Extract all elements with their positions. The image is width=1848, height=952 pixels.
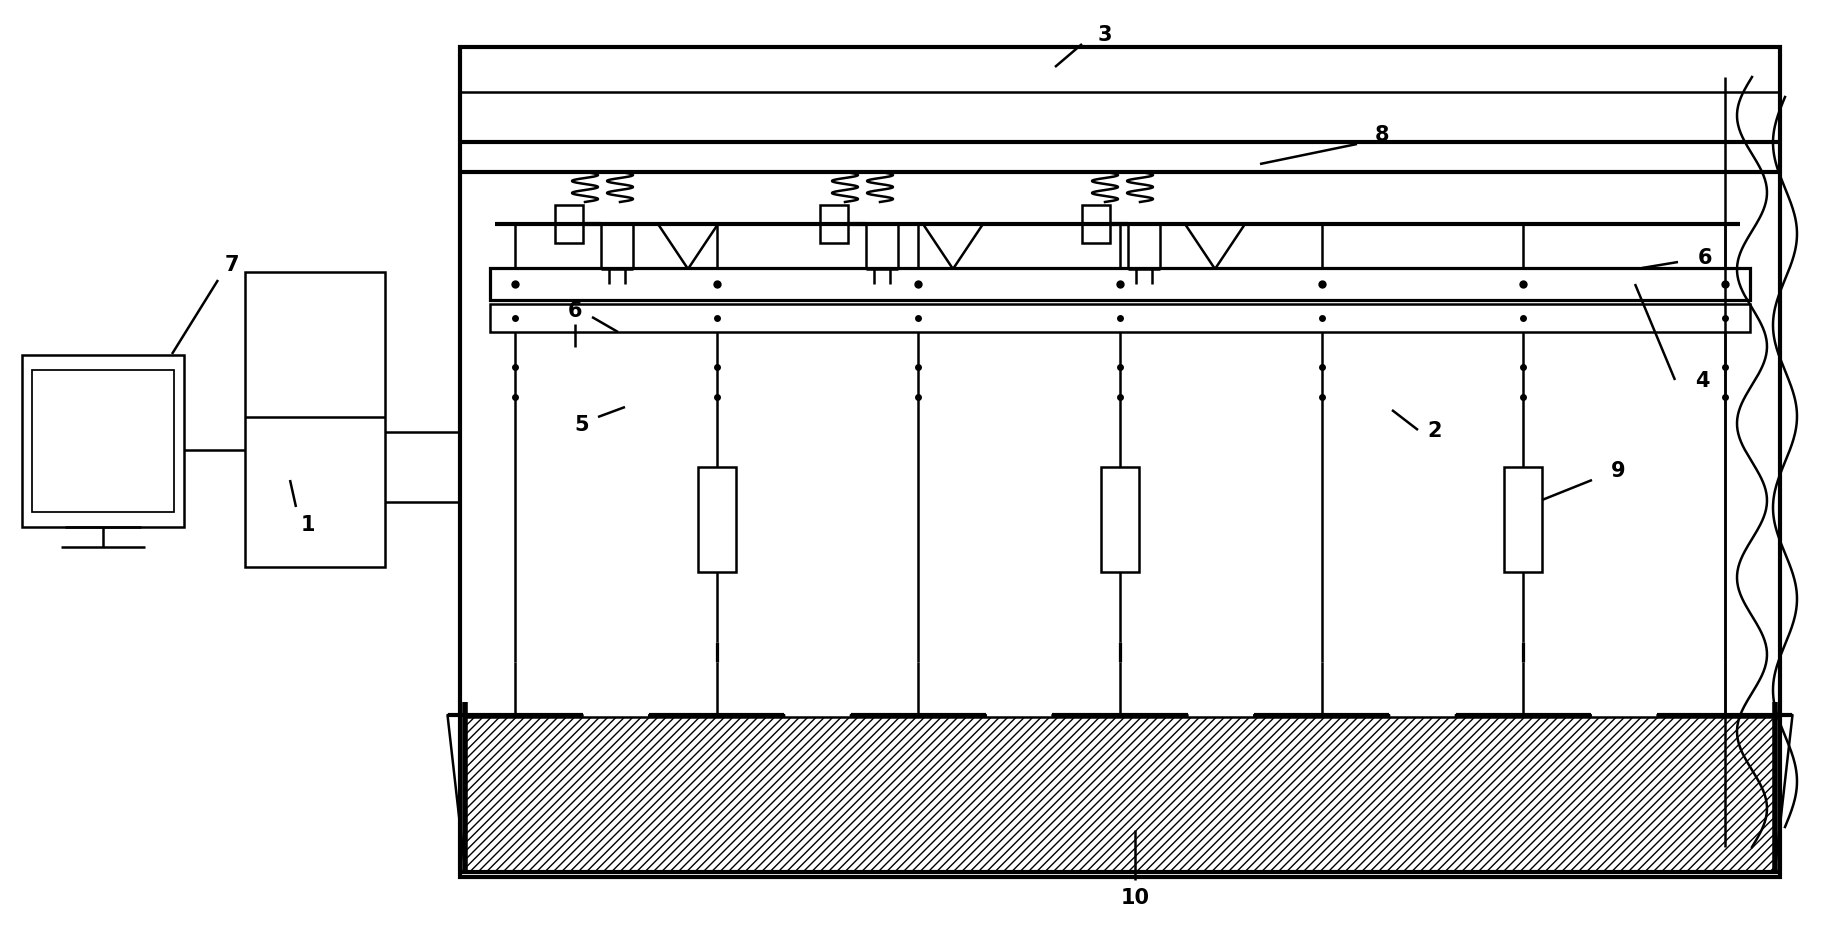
Bar [697, 467, 736, 572]
Text: 5: 5 [575, 414, 590, 434]
Bar [460, 48, 1780, 877]
Text: 7: 7 [225, 255, 238, 275]
Bar [246, 272, 384, 567]
Bar [1100, 467, 1138, 572]
Text: 3: 3 [1098, 25, 1112, 45]
Text: 1: 1 [301, 514, 314, 534]
Bar [490, 268, 1748, 301]
Bar [1504, 467, 1541, 572]
Text: 8: 8 [1375, 125, 1388, 145]
Text: 4: 4 [1695, 370, 1708, 390]
Bar [464, 717, 1774, 872]
Text: 10: 10 [1120, 887, 1149, 907]
Text: 2: 2 [1427, 421, 1441, 441]
Bar [1081, 206, 1109, 244]
Bar [490, 305, 1748, 332]
Bar [554, 206, 582, 244]
Bar [31, 370, 174, 512]
Bar [22, 356, 185, 527]
Bar [819, 206, 848, 244]
Text: 6: 6 [1696, 248, 1711, 268]
Text: 9: 9 [1610, 461, 1624, 481]
Text: 6: 6 [567, 301, 582, 321]
